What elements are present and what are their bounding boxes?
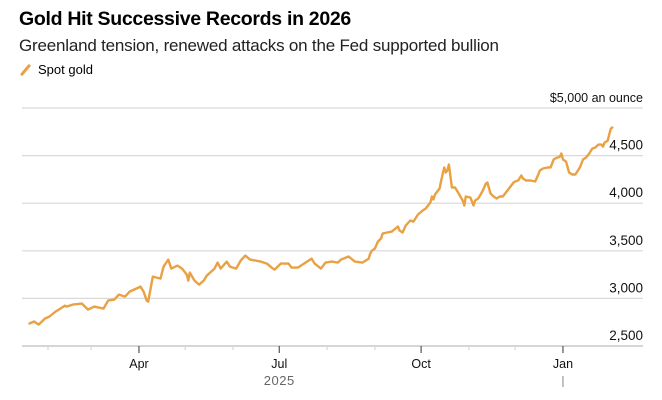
series-line-spot-gold: [28, 126, 614, 326]
y-tick-label: 4,000: [609, 185, 643, 200]
y-tick-label: $5,000 an ounce: [550, 91, 643, 105]
x-axis: Apr Jul Oct Jan 2025: [47, 346, 573, 388]
y-tick-label: 2,500: [609, 328, 643, 343]
y-tick-label: 3,000: [609, 280, 643, 295]
legend: Spot gold: [19, 62, 93, 77]
x-year-label: 2025: [264, 373, 295, 388]
gridlines: [22, 107, 643, 347]
legend-label: Spot gold: [38, 62, 93, 77]
x-tick-label: Oct: [411, 357, 431, 371]
y-axis-labels: $5,000 an ounce 4,500 4,000 3,500 3,000 2,500: [550, 91, 643, 343]
y-tick-label: 3,500: [609, 233, 643, 248]
x-tick-label: Jan: [553, 357, 573, 371]
y-tick-label: 4,500: [609, 138, 643, 153]
x-tick-label: Jul: [271, 357, 287, 371]
x-tick-label: Apr: [129, 357, 148, 371]
chart-subtitle: Greenland tension, renewed attacks on th…: [19, 36, 499, 55]
chart-title: Gold Hit Successive Records in 2026: [19, 8, 351, 30]
